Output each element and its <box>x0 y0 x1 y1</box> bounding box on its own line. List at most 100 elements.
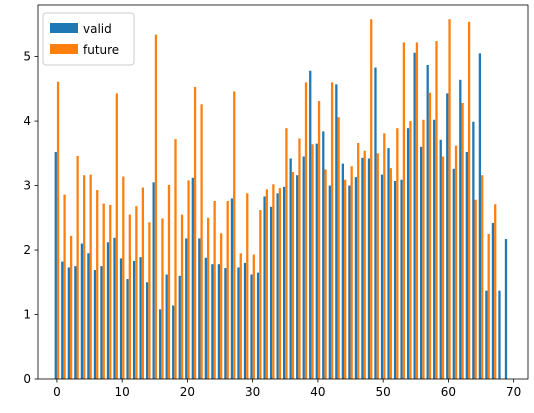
bar-valid-46 <box>354 177 358 379</box>
bar-future-21 <box>193 86 197 379</box>
bar-future-36 <box>291 172 295 379</box>
bar-valid-21 <box>191 177 194 379</box>
y-tick-label: 0 <box>23 372 31 386</box>
bar-valid-42 <box>328 185 331 379</box>
bar-future-53 <box>402 42 406 380</box>
bar-future-1 <box>63 194 66 379</box>
bar-valid-45 <box>348 185 351 379</box>
bar-valid-52 <box>393 181 397 379</box>
bar-valid-9 <box>113 237 116 379</box>
bar-future-2 <box>69 235 73 379</box>
legend-swatch-future <box>50 44 78 54</box>
bar-valid-41 <box>322 131 325 379</box>
x-tick-label: 40 <box>310 385 325 399</box>
bar-future-49 <box>376 153 379 379</box>
bar-future-23 <box>206 217 210 379</box>
bar-valid-47 <box>361 157 364 379</box>
bar-future-8 <box>109 204 112 379</box>
bar-valid-26 <box>224 268 227 379</box>
bar-valid-5 <box>87 253 90 379</box>
bar-valid-36 <box>289 158 292 379</box>
bar-valid-69 <box>504 239 508 379</box>
legend-frame <box>42 12 135 66</box>
x-tick-label: 20 <box>180 385 195 399</box>
bar-future-37 <box>298 138 301 379</box>
bar-future-41 <box>324 169 327 379</box>
bar-future-9 <box>115 93 118 379</box>
bar-future-12 <box>135 206 138 379</box>
bar-valid-67 <box>491 222 495 379</box>
bar-future-19 <box>180 214 184 379</box>
bar-future-38 <box>304 82 308 379</box>
bar-valid-4 <box>80 243 84 379</box>
bar-future-27 <box>233 91 236 379</box>
bar-valid-29 <box>243 262 247 379</box>
bar-future-3 <box>76 155 79 379</box>
bar-valid-35 <box>283 186 286 379</box>
bar-future-47 <box>363 150 366 379</box>
bar-valid-62 <box>459 79 462 380</box>
bar-valid-56 <box>420 146 423 379</box>
bar-valid-49 <box>374 67 377 380</box>
bar-valid-40 <box>315 143 318 379</box>
bar-valid-23 <box>204 257 207 379</box>
legend-swatch-valid <box>50 23 78 33</box>
bar-future-14 <box>148 222 151 379</box>
bar-valid-15 <box>152 182 155 379</box>
bar-future-62 <box>461 103 464 379</box>
bar-future-26 <box>226 201 229 379</box>
bar-future-28 <box>239 253 242 379</box>
bar-valid-59 <box>439 139 442 379</box>
bar-valid-57 <box>426 64 429 379</box>
bar-valid-33 <box>269 206 273 379</box>
bar-future-6 <box>96 190 99 379</box>
bar-future-45 <box>350 166 353 379</box>
bar-future-22 <box>200 104 203 380</box>
bar-future-20 <box>187 180 190 379</box>
bar-valid-16 <box>159 309 162 379</box>
bar-valid-20 <box>185 238 188 379</box>
bar-future-7 <box>102 203 105 379</box>
legend-label-valid: valid <box>83 22 112 36</box>
bar-valid-7 <box>100 266 103 379</box>
bar-valid-8 <box>106 242 110 379</box>
bar-valid-34 <box>276 193 279 379</box>
bar-future-52 <box>396 128 399 379</box>
bar-valid-12 <box>132 261 136 379</box>
bar-future-51 <box>389 168 392 379</box>
bar-future-44 <box>344 179 347 379</box>
bar-valid-0 <box>54 152 57 379</box>
bar-valid-10 <box>119 258 123 379</box>
bar-valid-37 <box>296 175 299 379</box>
bar-future-10 <box>122 176 125 379</box>
bar-valid-38 <box>302 156 305 379</box>
bar-future-64 <box>474 199 477 379</box>
axes-frame <box>37 4 529 380</box>
bar-valid-53 <box>400 179 403 379</box>
bar-future-48 <box>370 19 373 379</box>
bar-future-56 <box>422 119 425 379</box>
bar-future-58 <box>435 41 438 380</box>
x-tick-label: 10 <box>115 385 130 399</box>
bar-future-35 <box>285 128 288 379</box>
bar-valid-54 <box>406 128 410 379</box>
bar-future-5 <box>89 174 92 379</box>
bar-future-31 <box>259 210 262 379</box>
x-tick-label: 60 <box>441 385 456 399</box>
bar-future-54 <box>409 121 412 379</box>
axes-group: 0 10 20 30 40 50 60 70 0 1 2 3 4 5 <box>23 4 529 399</box>
bar-valid-61 <box>452 168 455 379</box>
bar-future-34 <box>278 188 282 379</box>
y-tick-label: 2 <box>23 243 31 257</box>
bar-valid-1 <box>61 261 64 379</box>
bar-valid-66 <box>485 290 488 379</box>
bar-future-11 <box>128 214 131 379</box>
bar-valid-32 <box>263 196 266 379</box>
bar-valid-63 <box>465 152 468 379</box>
bars-group <box>54 19 508 380</box>
bar-valid-11 <box>126 279 129 379</box>
bar-valid-25 <box>217 264 221 379</box>
bar-valid-58 <box>433 119 436 379</box>
bar-future-32 <box>265 189 268 379</box>
